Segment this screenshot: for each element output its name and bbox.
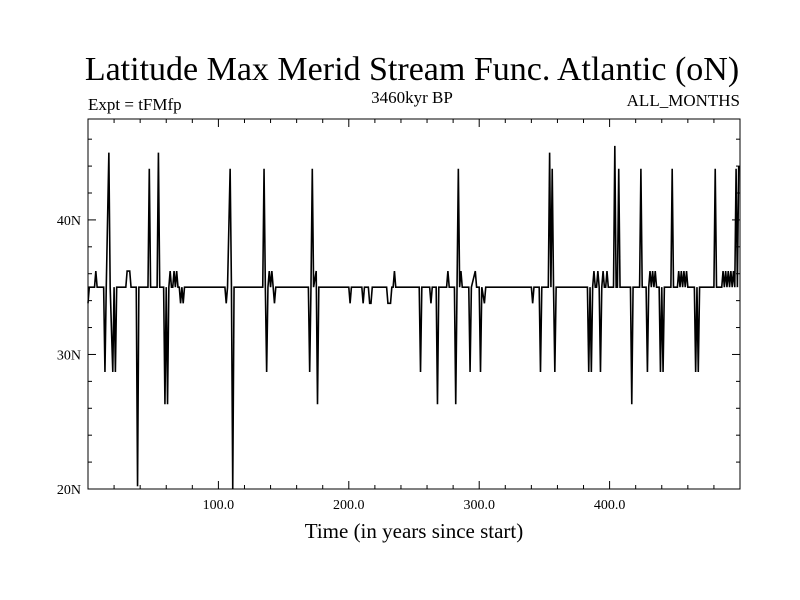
months-label: ALL_MONTHS (627, 91, 740, 110)
y-tick-label: 40N (57, 214, 81, 229)
chart-title: Latitude Max Merid Stream Func. Atlantic… (85, 51, 739, 88)
plot-frame (87, 118, 741, 490)
period-label: 3460kyr BP (371, 88, 453, 107)
y-tick-label: 30N (57, 348, 81, 363)
experiment-label: Expt = tFMfp (88, 95, 182, 114)
x-tick-label: 300.0 (463, 498, 495, 513)
plot-area (87, 118, 741, 490)
x-tick-label: 100.0 (203, 498, 235, 513)
x-axis-label: Time (in years since start) (305, 519, 524, 543)
series-line (87, 145, 740, 490)
x-tick-label: 400.0 (594, 498, 626, 513)
x-tick-label: 200.0 (333, 498, 365, 513)
axis-ticks: 100.0 200.0 300.0 400.0 20N 30N 40N (57, 119, 740, 513)
y-tick-label: 20N (57, 483, 81, 498)
